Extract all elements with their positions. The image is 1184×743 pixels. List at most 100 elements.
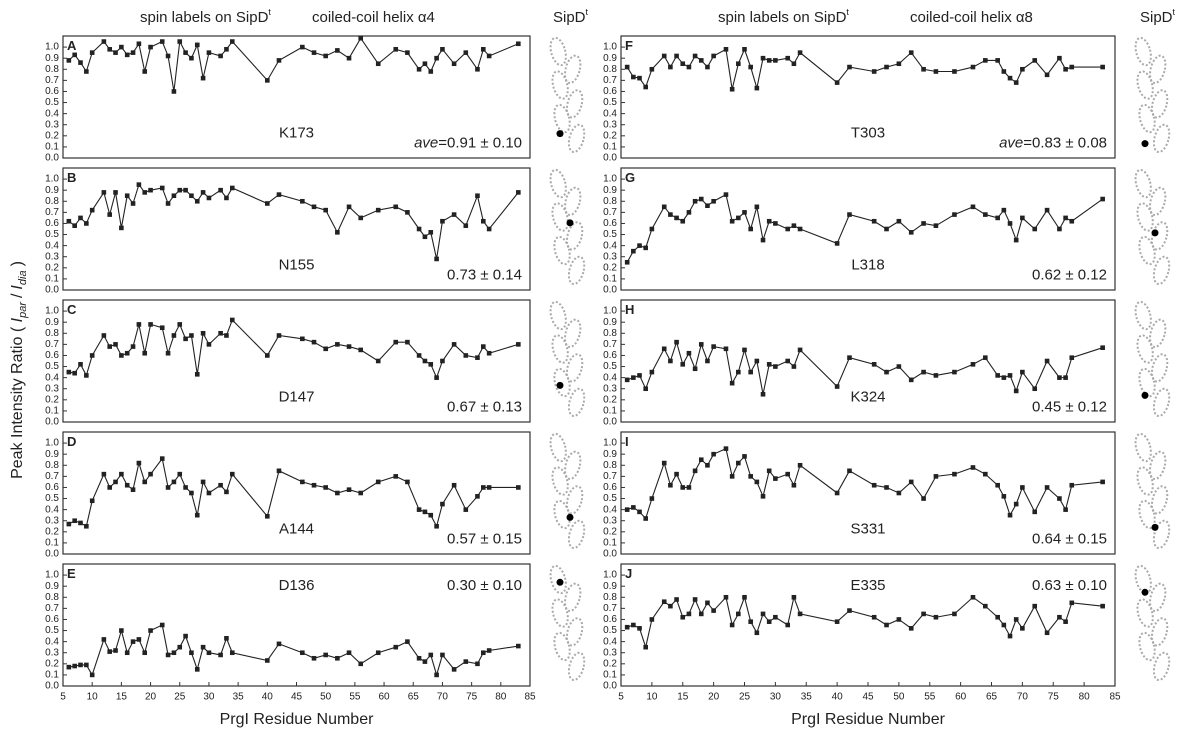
- annotation: A144: [279, 521, 314, 538]
- data-point: [649, 369, 655, 375]
- spin-label-site: [1141, 140, 1149, 148]
- data-point: [754, 479, 760, 485]
- data-point: [72, 223, 77, 228]
- data-point: [847, 468, 852, 474]
- data-point: [84, 221, 89, 226]
- data-point: [428, 652, 434, 658]
- data-point: [983, 355, 988, 360]
- data-point: [422, 659, 428, 664]
- data-point: [871, 218, 877, 224]
- data-point: [463, 50, 469, 55]
- data-point: [165, 350, 171, 356]
- y-tick-label: 0.3: [45, 383, 59, 394]
- data-point: [729, 218, 735, 224]
- data-point: [142, 350, 148, 356]
- data-point: [486, 53, 492, 59]
- data-point: [375, 650, 381, 656]
- stat-text: 0.30 ± 0.10: [447, 577, 522, 594]
- data-point: [206, 650, 212, 656]
- y-tick-label: 0.7: [603, 603, 617, 614]
- data-point: [229, 185, 235, 191]
- data-point: [631, 622, 636, 628]
- x-tick-label: 65: [408, 692, 420, 703]
- y-tick-label: 0.7: [45, 75, 59, 86]
- y-tick-label: 0.9: [45, 53, 59, 64]
- data-point: [1013, 237, 1019, 243]
- data-point: [631, 248, 636, 254]
- y-tick-label: 0.8: [45, 196, 59, 207]
- data-point: [346, 487, 352, 492]
- data-point: [440, 652, 445, 658]
- data-point: [834, 490, 840, 496]
- y-tick-label: 0.8: [45, 592, 59, 603]
- y-tick-label: 0.0: [45, 153, 59, 164]
- header-sup: t: [1173, 7, 1176, 17]
- helix: [1134, 168, 1152, 199]
- data-point: [189, 55, 194, 61]
- series-line: [68, 183, 519, 260]
- data-point: [101, 333, 107, 338]
- data-point: [206, 50, 212, 55]
- data-point: [686, 64, 692, 70]
- x-tick-label: 75: [466, 692, 478, 703]
- y-tick-label: 0.6: [603, 614, 617, 625]
- data-point: [171, 479, 177, 485]
- data-point: [124, 193, 130, 199]
- data-point: [148, 628, 153, 633]
- helix: [549, 432, 567, 463]
- x-tick-label: 45: [291, 692, 303, 703]
- data-point: [773, 221, 778, 226]
- data-point: [896, 61, 902, 67]
- data-point: [218, 330, 223, 336]
- data-point: [1020, 485, 1025, 490]
- data-point: [358, 347, 364, 353]
- helix: [1136, 70, 1154, 100]
- data-point: [405, 639, 410, 644]
- data-point: [183, 633, 188, 639]
- y-tick-label: 0.4: [603, 108, 617, 119]
- data-point: [486, 226, 492, 232]
- data-point: [847, 608, 852, 613]
- data-point: [194, 372, 200, 377]
- y-tick-label: 0.1: [603, 538, 617, 549]
- data-point: [481, 485, 486, 490]
- x-axis-label: PrgI Residue Number: [220, 711, 375, 728]
- y-tick-label: 0.5: [45, 625, 59, 636]
- data-point: [84, 69, 89, 74]
- data-point: [183, 336, 188, 342]
- data-point: [668, 64, 673, 70]
- helix: [1150, 353, 1169, 383]
- data-point: [698, 196, 704, 202]
- spin-label-site: [556, 578, 564, 586]
- header-spin-text: spin labels on SipD: [140, 9, 269, 26]
- data-point: [130, 201, 136, 206]
- y-tick-label: 1.0: [603, 306, 617, 317]
- data-point: [1044, 358, 1050, 364]
- y-tick-label: 0.7: [603, 75, 617, 86]
- data-point: [177, 322, 183, 327]
- y-tick-label: 0.2: [45, 658, 59, 669]
- series-line: [68, 318, 519, 380]
- data-point: [847, 212, 852, 217]
- data-point: [229, 650, 235, 656]
- data-point: [1063, 66, 1068, 72]
- data-point: [416, 66, 422, 72]
- data-point: [300, 336, 305, 342]
- helix: [1136, 598, 1154, 628]
- data-point: [643, 386, 648, 392]
- data-point: [736, 369, 741, 375]
- data-point: [89, 672, 95, 678]
- helix: [549, 564, 567, 595]
- data-point: [1100, 603, 1105, 609]
- stat-text: 0.62 ± 0.12: [1032, 266, 1107, 283]
- data-point: [194, 42, 200, 48]
- data-point: [1100, 479, 1105, 485]
- data-point: [834, 241, 840, 246]
- data-point: [1007, 633, 1013, 639]
- data-point: [1032, 58, 1038, 63]
- y-tick-label: 0.3: [45, 251, 59, 262]
- series-line: [68, 624, 519, 677]
- data-point: [754, 358, 760, 364]
- helix: [1149, 582, 1167, 612]
- data-point: [148, 322, 153, 327]
